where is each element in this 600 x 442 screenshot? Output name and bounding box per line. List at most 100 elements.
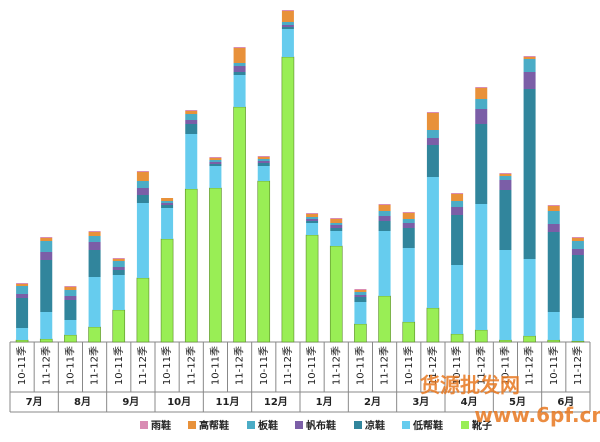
bar-segment bbox=[523, 57, 536, 59]
bar-segment bbox=[378, 295, 391, 343]
x-tick-label: 11-12季 bbox=[89, 346, 101, 385]
bar-segment bbox=[306, 221, 319, 223]
bar-segment bbox=[112, 275, 125, 310]
bar-segment bbox=[281, 29, 294, 57]
legend-swatch bbox=[402, 421, 410, 429]
x-tick-label: 10-11季 bbox=[209, 346, 221, 385]
bar-segment bbox=[233, 48, 246, 63]
bar-segment bbox=[523, 259, 536, 336]
bar-segment bbox=[426, 145, 439, 177]
group-label: 5月 bbox=[509, 396, 526, 408]
bar-segment bbox=[426, 130, 439, 138]
bar-segment bbox=[330, 225, 343, 228]
bar-segment bbox=[16, 294, 29, 298]
legend-swatch bbox=[140, 421, 148, 429]
bar-segment bbox=[233, 66, 246, 72]
legend-swatch bbox=[188, 421, 196, 429]
group-label: 3月 bbox=[412, 396, 429, 408]
bar-segment bbox=[475, 87, 488, 88]
bar-segment bbox=[185, 111, 198, 114]
bar-segment bbox=[475, 204, 488, 330]
bar-segment bbox=[40, 238, 53, 241]
bar-segment bbox=[40, 237, 53, 238]
bar-segment bbox=[330, 223, 343, 225]
bar-segment bbox=[523, 56, 536, 57]
bar-segment bbox=[426, 113, 439, 130]
bar-segment bbox=[185, 134, 198, 189]
bar-segment bbox=[281, 10, 294, 11]
bar-segment bbox=[306, 213, 319, 214]
bar-segment bbox=[40, 260, 53, 312]
bar-segment bbox=[547, 339, 561, 343]
legend-label: 低帮鞋 bbox=[412, 419, 443, 432]
bar-segment bbox=[426, 307, 440, 343]
bar-segment bbox=[209, 157, 222, 158]
x-tick-label: 11-12季 bbox=[282, 346, 294, 385]
bar-segment bbox=[233, 106, 246, 343]
bar-segment bbox=[402, 219, 415, 223]
group-label: 11月 bbox=[216, 396, 240, 408]
group-label: 7月 bbox=[26, 396, 43, 408]
bar-segment bbox=[330, 219, 343, 223]
x-tick-label: 11-12季 bbox=[427, 346, 439, 385]
bar-segment bbox=[64, 287, 77, 290]
bar-segment bbox=[451, 215, 464, 265]
bar-segment bbox=[499, 180, 512, 190]
bar-segment bbox=[161, 205, 174, 208]
bar-segment bbox=[281, 56, 295, 343]
bar-segment bbox=[426, 177, 439, 308]
bar-segment bbox=[88, 231, 101, 232]
bar-segment bbox=[571, 237, 584, 238]
bar-segment bbox=[547, 232, 560, 312]
bar-segment bbox=[402, 212, 415, 213]
bar-segment bbox=[378, 216, 391, 221]
bar-segment bbox=[571, 318, 584, 341]
bar-segment bbox=[40, 312, 53, 339]
bar-segment bbox=[402, 228, 415, 248]
bar-segment bbox=[112, 309, 126, 343]
bar-segment bbox=[426, 138, 439, 145]
bar-segment bbox=[475, 109, 488, 124]
bar-segment bbox=[281, 25, 294, 27]
bar-segment bbox=[88, 277, 101, 327]
bar-segment bbox=[474, 329, 488, 343]
legend-label: 靴子 bbox=[472, 419, 492, 432]
x-tick-label: 10-11季 bbox=[548, 346, 560, 385]
bar-segment bbox=[354, 292, 367, 295]
watermark: www.6pf.cn bbox=[474, 403, 600, 427]
x-tick-label: 10-11季 bbox=[113, 346, 125, 385]
bar-segment bbox=[209, 166, 222, 188]
bar-segment bbox=[136, 188, 149, 195]
bar-segment bbox=[499, 339, 512, 343]
legend-swatch bbox=[461, 421, 469, 429]
bar-segment bbox=[185, 114, 198, 120]
bar-segment bbox=[136, 181, 149, 188]
bar-segment bbox=[64, 300, 77, 320]
watermark: 货源批发网 bbox=[420, 373, 520, 397]
bar-segment bbox=[306, 214, 319, 217]
bar-segment bbox=[354, 302, 367, 324]
bar-segment bbox=[209, 158, 222, 160]
x-tick-label: 10-11季 bbox=[306, 346, 318, 385]
bar-segment bbox=[426, 112, 439, 113]
bar-segment bbox=[475, 99, 488, 109]
group-label: 8月 bbox=[74, 396, 91, 408]
bar-segment bbox=[281, 11, 294, 22]
bar-segment bbox=[136, 172, 149, 181]
bar-segment bbox=[185, 124, 198, 134]
bar-segment bbox=[112, 267, 125, 270]
bar-segment bbox=[88, 236, 101, 242]
bar-segment bbox=[136, 277, 150, 343]
legend-label: 凉鞋 bbox=[365, 419, 385, 432]
bar-segment bbox=[330, 231, 343, 246]
bar-segment bbox=[161, 203, 174, 205]
bar-segment bbox=[450, 333, 464, 343]
x-tick-label: 11-12季 bbox=[379, 346, 391, 385]
bar-segment bbox=[451, 201, 464, 207]
bar-segment bbox=[475, 88, 488, 99]
legend-swatch bbox=[295, 421, 303, 429]
bar-segment bbox=[354, 289, 367, 290]
bar-segment bbox=[475, 124, 488, 204]
bar-segment bbox=[233, 75, 246, 107]
bar-segment bbox=[64, 286, 77, 287]
